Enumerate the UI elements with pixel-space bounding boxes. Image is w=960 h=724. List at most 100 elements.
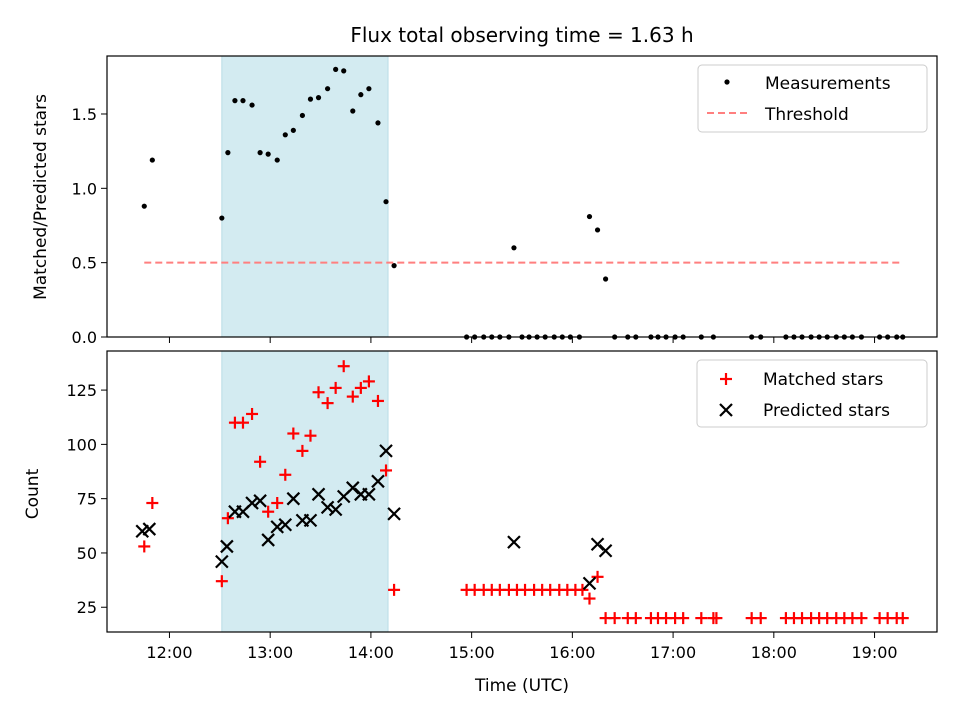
matched-stars-point (362, 375, 375, 388)
predicted-stars-point (507, 535, 521, 549)
y-tick-label: 25 (77, 598, 97, 617)
x-tick-label: 12:00 (146, 643, 192, 662)
measurements-point (383, 199, 389, 205)
matched-stars-point (262, 505, 275, 518)
top-legend-frame (697, 64, 928, 133)
predicted-stars-point (379, 444, 393, 458)
matched-stars-point (677, 612, 690, 625)
measurements-point (586, 213, 593, 220)
matched-stars-point (695, 612, 708, 625)
measurements-point (257, 150, 263, 156)
predicted-stars-point (142, 522, 157, 536)
predicted-stars-point (253, 494, 267, 508)
predicted-stars-point (387, 507, 401, 521)
legend-matched-marker (720, 373, 732, 385)
matched-stars-point (576, 583, 589, 596)
top-legend: Measurements Threshold (697, 64, 928, 133)
predicted-stars-point (261, 533, 275, 547)
predicted-stars-point (278, 517, 293, 532)
predicted-stars-point (598, 544, 613, 558)
measurements-point (375, 120, 381, 126)
measurements-point (219, 215, 225, 221)
matched-stars-point (629, 612, 642, 625)
matched-stars-point (287, 427, 300, 440)
predicted-stars-point (215, 554, 229, 569)
matched-stars-point (371, 394, 384, 407)
matched-stars-point (304, 429, 317, 442)
measurements-point (391, 263, 397, 269)
measurements-point (333, 66, 339, 72)
y-tick-label: 75 (77, 490, 97, 509)
matched-stars-point (246, 407, 259, 420)
top-panel: 0.0 0.5 1.0 1.5 Matched/Predicted stars Mea… (31, 55, 938, 347)
highlight-span (221, 55, 389, 338)
matched-stars-point (254, 455, 267, 468)
matched-stars-point (138, 540, 151, 553)
predicted-stars-point (220, 539, 234, 554)
x-tick-label: 17:00 (650, 643, 696, 662)
y-tick-label: 125 (66, 381, 97, 400)
legend-matched-label: Matched stars (763, 370, 883, 390)
measurements-point (240, 98, 246, 104)
matched-stars-point (221, 512, 234, 525)
predicted-stars-point (328, 502, 343, 517)
matched-stars-point (388, 583, 401, 596)
bottom-legend: Matched stars Predicted stars (696, 359, 928, 428)
predicted-stars-point (245, 496, 259, 510)
x-tick-label: 18:00 (751, 643, 797, 662)
matched-stars-point (215, 575, 228, 588)
measurements-point (299, 112, 306, 119)
predicted-stars-point (303, 513, 318, 528)
matched-stars-point (279, 468, 292, 481)
chart-title: Flux total observing time = 1.63 h (350, 23, 693, 47)
matched-stars-point (236, 416, 249, 429)
matched-stars-point (337, 360, 350, 373)
x-tick-label: 13:00 (247, 643, 293, 662)
y-tick-label: 1.0 (72, 179, 97, 198)
y-tick-label: 100 (66, 435, 97, 454)
measurements-point (249, 102, 255, 108)
matched-stars-point (312, 386, 325, 399)
measurements-point (603, 276, 609, 282)
measurements-point (350, 108, 356, 114)
legend-predicted-label: Predicted stars (763, 401, 890, 421)
predicted-stars-point (311, 487, 326, 502)
predicted-stars-point (286, 491, 301, 506)
legend-predicted-marker (719, 403, 733, 417)
matched-stars-point (346, 390, 359, 403)
matched-stars-point (710, 612, 723, 625)
x-axis-label: Time (UTC) (474, 676, 569, 696)
x-tick-label: 19:00 (851, 643, 897, 662)
x-tick-label: 15:00 (449, 643, 495, 662)
measurements-point (366, 86, 372, 92)
legend-measurements-label: Measurements (765, 74, 891, 94)
y-tick-label: 1.5 (72, 105, 97, 124)
measurements-point (511, 245, 517, 251)
measurements-point (594, 227, 601, 233)
measurements-point (225, 150, 231, 156)
predicted-stars-point (320, 500, 335, 515)
predicted-stars-point (270, 520, 285, 534)
matched-stars-point (321, 397, 334, 410)
matched-stars-point (271, 497, 284, 510)
measurements-point (274, 157, 280, 163)
measurements-point (282, 132, 288, 138)
matched-stars-point (896, 612, 909, 625)
legend-threshold-label: Threshold (764, 105, 849, 125)
bottom-legend-frame (696, 359, 928, 428)
measurements-point (149, 157, 155, 163)
measurements-point (358, 92, 364, 98)
measurements-point (232, 98, 238, 104)
matched-stars-point (354, 381, 367, 394)
measurements-point (341, 68, 347, 74)
y-tick-label: 0.0 (72, 328, 97, 347)
matched-stars-point (583, 592, 596, 605)
measurements-point (290, 127, 296, 133)
bottom-axes-frame (106, 350, 938, 633)
legend-measurements-marker (724, 79, 730, 85)
x-tick-label: 14:00 (348, 643, 394, 662)
measurements-point (265, 151, 271, 157)
predicted-stars-point (582, 576, 597, 591)
matched-stars-point (146, 497, 159, 510)
